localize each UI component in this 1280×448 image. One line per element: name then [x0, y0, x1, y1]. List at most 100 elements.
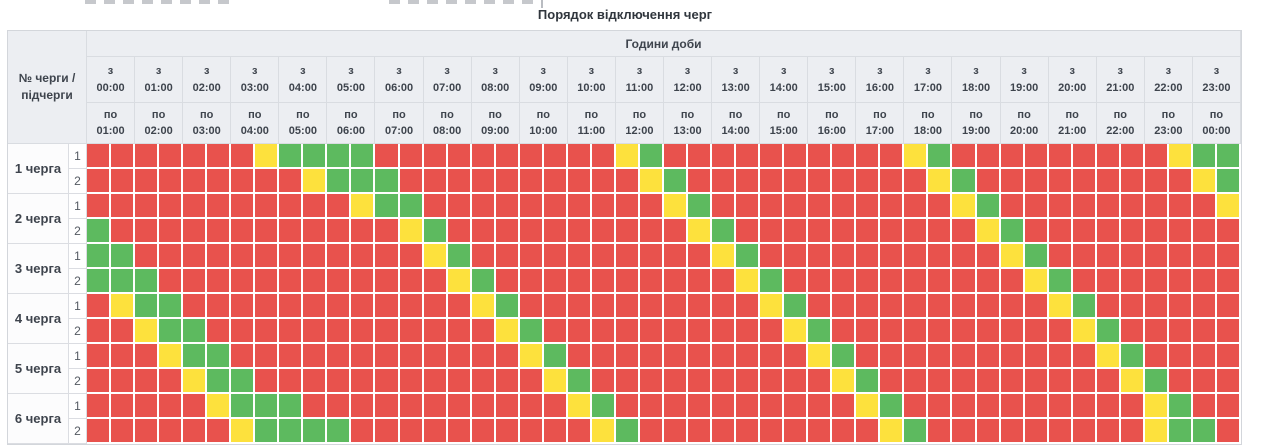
to-prefix: по	[488, 108, 502, 121]
schedule-cell	[591, 369, 616, 394]
schedule-cell	[760, 169, 785, 194]
schedule-cell	[231, 344, 256, 369]
schedule-cell	[1168, 169, 1193, 194]
schedule-cell	[615, 244, 640, 269]
schedule-cell	[279, 144, 304, 169]
hour-to-header: по 18:00	[904, 103, 953, 144]
schedule-cell	[1192, 269, 1217, 294]
schedule-cell	[207, 144, 232, 169]
schedule-cell	[1216, 219, 1241, 244]
schedule-cell	[880, 419, 905, 444]
schedule-cell	[952, 169, 977, 194]
schedule-cell	[1024, 194, 1049, 219]
schedule-cell	[952, 319, 977, 344]
hour-to-header: по 01:00	[87, 103, 136, 144]
schedule-cell	[543, 269, 568, 294]
schedule-cell	[423, 169, 448, 194]
schedule-cell	[712, 244, 737, 269]
hour-from-header: з 21:00	[1096, 57, 1145, 103]
schedule-cell	[327, 144, 352, 169]
schedule-cell	[375, 344, 400, 369]
schedule-cell	[1192, 219, 1217, 244]
schedule-cell	[784, 419, 809, 444]
schedule-cell	[423, 269, 448, 294]
schedule-cell	[1096, 269, 1121, 294]
schedule-cell	[1192, 394, 1217, 419]
from-time: 02:00	[192, 81, 221, 94]
schedule-cell	[87, 319, 112, 344]
hour-from-header: з 02:00	[183, 57, 232, 103]
queue-label: 5 черга	[8, 344, 69, 394]
schedule-cell	[736, 344, 761, 369]
schedule-cell	[952, 269, 977, 294]
schedule-cell	[904, 369, 929, 394]
schedule-cell	[591, 244, 616, 269]
hour-from-header: з 11:00	[615, 57, 664, 103]
schedule-cell	[207, 219, 232, 244]
schedule-cell	[1072, 319, 1097, 344]
schedule-cell	[688, 144, 713, 169]
schedule-cell	[567, 294, 592, 319]
schedule-cell	[399, 319, 424, 344]
schedule-cell	[1144, 394, 1169, 419]
to-time: 12:00	[625, 125, 654, 137]
schedule-cell	[928, 244, 953, 269]
schedule-cell	[856, 319, 881, 344]
schedule-cell	[159, 244, 184, 269]
schedule-cell	[832, 294, 857, 319]
schedule-cell	[1216, 194, 1241, 219]
schedule-cell	[712, 219, 737, 244]
schedule-cell	[976, 294, 1001, 319]
schedule-cell	[1096, 344, 1121, 369]
schedule-cell	[976, 169, 1001, 194]
schedule-cell	[327, 219, 352, 244]
from-time: 10:00	[577, 81, 606, 94]
schedule-cell	[1072, 344, 1097, 369]
from-time: 19:00	[1010, 81, 1039, 94]
schedule-cell	[976, 369, 1001, 394]
schedule-cell	[615, 419, 640, 444]
to-prefix: по	[440, 108, 454, 121]
hour-to-header: по 09:00	[471, 103, 520, 144]
from-prefix: з	[348, 65, 354, 77]
schedule-cell	[976, 394, 1001, 419]
schedule-cell	[880, 369, 905, 394]
to-time: 23:00	[1154, 125, 1183, 137]
schedule-cell	[736, 144, 761, 169]
schedule-cell	[375, 319, 400, 344]
schedule-cell	[519, 244, 544, 269]
schedule-cell	[375, 244, 400, 269]
schedule-cell	[159, 144, 184, 169]
hour-from-header: з 13:00	[712, 57, 761, 103]
schedule-cell	[615, 269, 640, 294]
schedule-cell	[856, 269, 881, 294]
schedule-cell	[303, 219, 328, 244]
schedule-cell	[375, 269, 400, 294]
schedule-cell	[351, 419, 376, 444]
schedule-cell	[1216, 269, 1241, 294]
schedule-cell	[904, 319, 929, 344]
schedule-cell	[519, 169, 544, 194]
schedule-cell	[976, 419, 1001, 444]
clipped-text-top	[85, 0, 233, 4]
schedule-cell	[1120, 294, 1145, 319]
schedule-cell	[1192, 369, 1217, 394]
to-prefix: по	[200, 108, 214, 121]
schedule-cell	[1072, 269, 1097, 294]
schedule-cell	[712, 419, 737, 444]
from-prefix: з	[877, 65, 883, 77]
schedule-cell	[760, 294, 785, 319]
schedule-cell	[423, 369, 448, 394]
schedule-cell	[543, 144, 568, 169]
schedule-cell	[712, 369, 737, 394]
schedule-cell	[471, 219, 496, 244]
schedule-cell	[1072, 244, 1097, 269]
schedule-cell	[303, 244, 328, 269]
schedule-cell	[760, 319, 785, 344]
schedule-cell	[423, 419, 448, 444]
schedule-cell	[1000, 294, 1025, 319]
from-time: 21:00	[1106, 81, 1135, 94]
schedule-cell	[303, 319, 328, 344]
schedule-cell	[1120, 169, 1145, 194]
schedule-cell	[615, 194, 640, 219]
